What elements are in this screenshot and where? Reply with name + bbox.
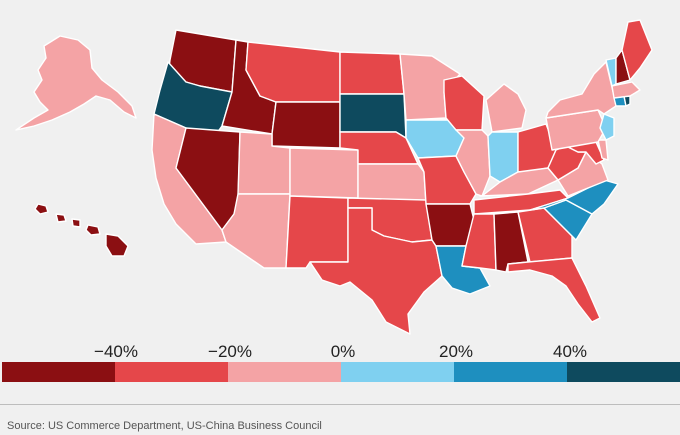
state-new-jersey[interactable] xyxy=(599,113,615,141)
legend-swatch-5 xyxy=(454,362,567,382)
state-arkansas[interactable] xyxy=(425,203,475,247)
legend-swatch-3 xyxy=(228,362,341,382)
state-michigan[interactable] xyxy=(485,83,527,133)
state-texas[interactable] xyxy=(309,207,443,335)
source-note: Source: US Commerce Department, US-China… xyxy=(7,420,322,432)
state-north-dakota[interactable] xyxy=(339,51,405,95)
legend-label-40: 40% xyxy=(552,342,588,361)
state-wyoming[interactable] xyxy=(271,101,341,149)
legend-swatch-6 xyxy=(567,362,680,382)
legend-swatch-4 xyxy=(341,362,454,382)
state-florida[interactable] xyxy=(507,257,601,323)
legend-swatch-2 xyxy=(115,362,228,382)
state-maine[interactable] xyxy=(621,19,653,81)
state-new-mexico[interactable] xyxy=(285,195,349,269)
state-massachusetts[interactable] xyxy=(611,81,641,99)
legend-labels: −40% −20% 0% 20% 40% xyxy=(0,342,680,362)
state-montana[interactable] xyxy=(245,41,341,103)
state-wisconsin[interactable] xyxy=(443,75,485,131)
state-alaska[interactable] xyxy=(15,35,137,131)
state-north-carolina[interactable] xyxy=(529,179,619,215)
legend-label-0: 0% xyxy=(330,342,356,361)
legend-swatch-1 xyxy=(2,362,115,382)
legend-label-20: 20% xyxy=(438,342,474,361)
state-illinois[interactable] xyxy=(455,129,491,197)
state-hawaii[interactable] xyxy=(34,203,129,257)
us-state-map xyxy=(15,19,653,335)
state-new-york[interactable] xyxy=(545,61,617,119)
footer-divider xyxy=(0,404,680,405)
state-colorado[interactable] xyxy=(289,147,359,199)
state-delaware[interactable] xyxy=(597,139,609,161)
legend-label-minus-40: −40% xyxy=(94,342,138,361)
legend-label-minus-20: −20% xyxy=(208,342,252,361)
legend-color-bar xyxy=(2,362,680,382)
